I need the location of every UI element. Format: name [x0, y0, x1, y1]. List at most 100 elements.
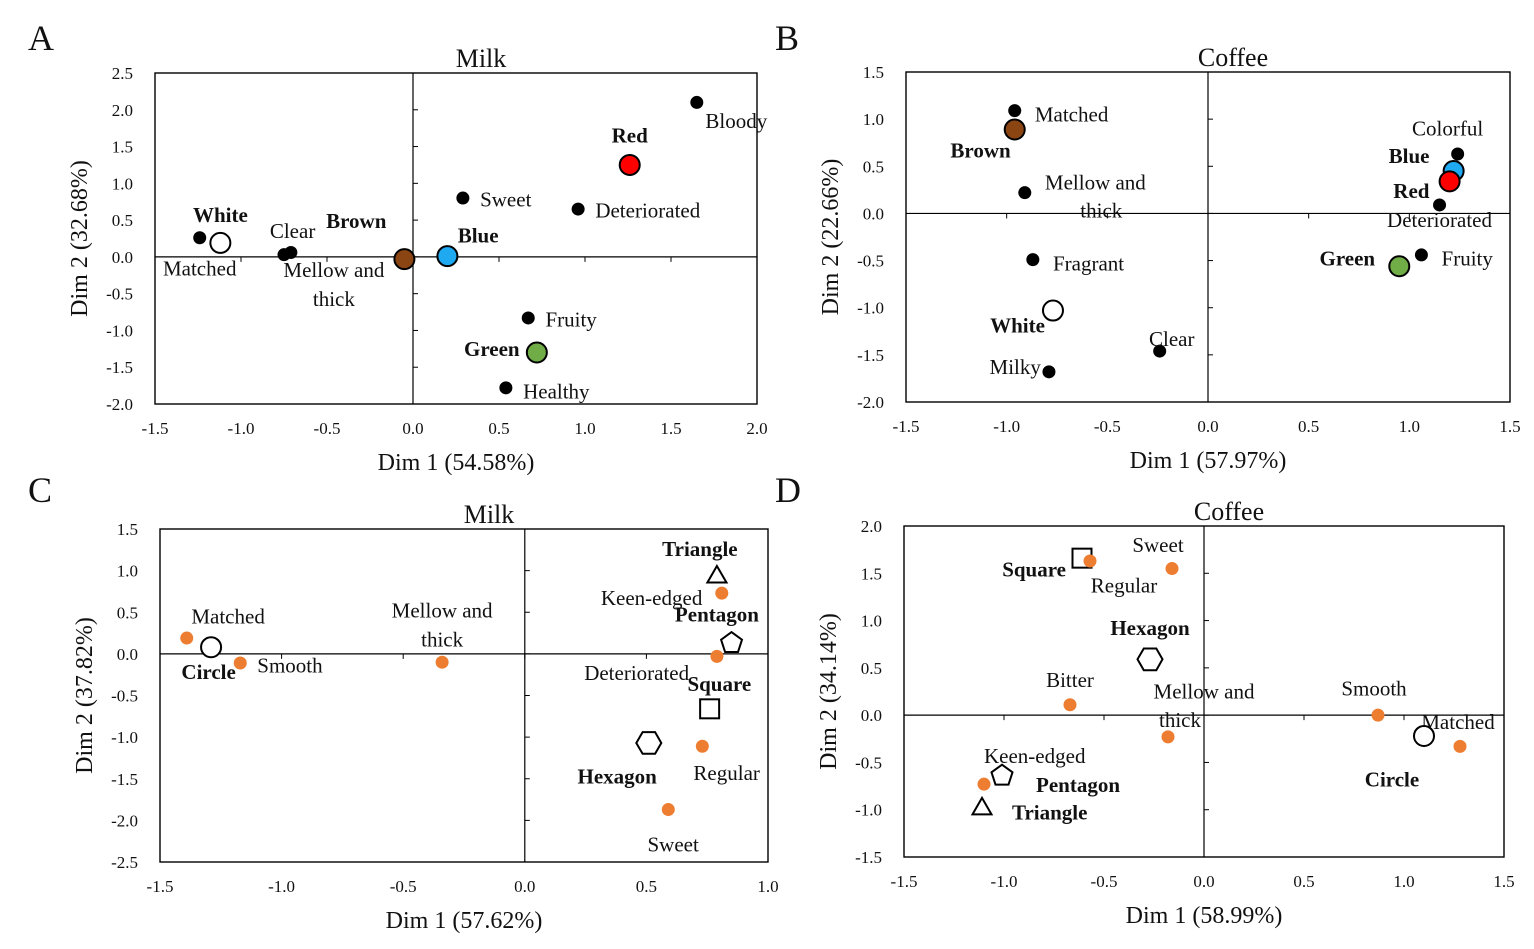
point-pentagon-marker — [719, 630, 744, 653]
point-fruity-label: Fruity — [545, 307, 597, 331]
point-thick-label: thick — [1080, 199, 1122, 223]
point-keen-edged-label: Keen-edged — [601, 586, 703, 610]
y-tick-label: 0.5 — [117, 603, 138, 622]
point-hexagon-marker — [635, 731, 663, 755]
x-tick-label: 1.0 — [574, 419, 595, 438]
y-tick-label: -0.5 — [111, 687, 138, 706]
point-colorful-label: Colorful — [1412, 117, 1483, 141]
point-bloody-marker — [690, 95, 704, 109]
y-tick-label: 0.0 — [117, 645, 138, 664]
point-clear-marker — [1153, 344, 1167, 358]
point-colorful-marker — [1451, 147, 1465, 161]
y-tick-label: -2.0 — [857, 393, 884, 412]
panel-letter: C — [28, 470, 52, 510]
x-tick-label: 0.5 — [1293, 872, 1314, 891]
point-sweet-label: Sweet — [480, 188, 531, 212]
point-pentagon-marker — [990, 763, 1014, 786]
x-axis-label: Dim 1 (57.97%) — [1130, 448, 1287, 474]
point-bloody-label: Bloody — [705, 109, 767, 133]
x-tick-label: -1.5 — [893, 417, 920, 436]
point-matched-label: Matched — [1035, 102, 1109, 126]
y-tick-label: 0.0 — [863, 204, 884, 223]
point-mellow-and-label: Mellow and — [392, 599, 493, 623]
point-white-marker — [1041, 299, 1064, 322]
point-matched-label: Matched — [163, 257, 237, 281]
point-regular-label: Regular — [693, 761, 759, 785]
x-tick-label: 0.5 — [1298, 417, 1319, 436]
point-matched-marker — [180, 631, 194, 645]
y-tick-label: 2.5 — [112, 64, 133, 83]
point-deteriorated-label: Deteriorated — [595, 199, 700, 223]
point-pentagon-label: Pentagon — [675, 603, 759, 627]
y-tick-label: 0.5 — [861, 659, 882, 678]
point-sweet-marker — [1083, 554, 1097, 568]
y-tick-label: -0.5 — [106, 285, 133, 304]
point-blue-marker — [436, 245, 459, 268]
x-axis-label: Dim 1 (54.58%) — [378, 450, 535, 476]
x-tick-label: 0.0 — [514, 877, 535, 896]
point-brown-label: Brown — [950, 138, 1011, 162]
y-tick-label: 1.5 — [112, 138, 133, 157]
x-tick-label: -1.0 — [993, 417, 1020, 436]
x-tick-label: -1.5 — [147, 877, 174, 896]
point-brown-marker — [1003, 118, 1026, 141]
point-keen-edged-marker — [977, 777, 991, 791]
x-tick-label: -1.0 — [268, 877, 295, 896]
point-deteriorated-marker — [710, 649, 724, 663]
y-tick-label: 0.5 — [863, 157, 884, 176]
y-tick-label: -2.0 — [111, 811, 138, 830]
point-white-label: White — [193, 203, 248, 227]
point-fruity-marker — [521, 311, 535, 325]
point-brown-label: Brown — [326, 209, 387, 233]
point-green-marker — [525, 341, 548, 364]
panel-letter: D — [775, 470, 801, 510]
y-tick-label: -1.0 — [106, 321, 133, 340]
y-tick-label: -1.0 — [857, 299, 884, 318]
point-red-marker — [1438, 170, 1461, 193]
x-tick-label: 1.0 — [1399, 417, 1420, 436]
x-tick-label: 0.5 — [636, 877, 657, 896]
y-tick-label: 2.0 — [861, 517, 882, 536]
y-axis-label: Dim 2 (34.14%) — [816, 613, 842, 770]
x-tick-label: 1.5 — [1499, 417, 1520, 436]
y-tick-label: 1.5 — [117, 520, 138, 539]
point-brown-marker — [393, 248, 416, 271]
point-clear-label: Clear — [1149, 327, 1194, 351]
x-tick-label: 1.5 — [1493, 872, 1514, 891]
point-red-marker — [618, 153, 641, 176]
y-axis-label: Dim 2 (22.66%) — [818, 159, 844, 316]
y-tick-label: -1.0 — [855, 801, 882, 820]
point-unlabeled-marker — [435, 655, 449, 669]
chart-title: Milk — [464, 500, 515, 529]
x-tick-label: 2.0 — [746, 419, 767, 438]
point-triangle-label: Triangle — [662, 537, 737, 561]
x-tick-label: -0.5 — [1091, 872, 1118, 891]
point-fragrant-label: Fragrant — [1053, 251, 1124, 275]
point-bitter-label: Bitter — [1046, 668, 1094, 692]
y-tick-label: -1.0 — [111, 728, 138, 747]
y-tick-label: -1.5 — [111, 770, 138, 789]
point-green-marker — [1388, 255, 1411, 278]
point-blue-label: Blue — [1389, 144, 1430, 168]
y-tick-label: -2.5 — [111, 853, 138, 872]
point-milky-marker — [1042, 365, 1056, 379]
point-blue-label: Blue — [458, 224, 499, 248]
point-sweet-marker — [661, 803, 675, 817]
point-green-label: Green — [464, 337, 520, 361]
point-circle-label: Circle — [181, 660, 235, 684]
y-tick-label: -1.5 — [855, 848, 882, 867]
y-axis-label: Dim 2 (32.68%) — [67, 160, 93, 317]
panel-letter: B — [775, 18, 799, 58]
point-hexagon-label: Hexagon — [1110, 616, 1190, 640]
point-unlabeled-marker — [1161, 730, 1175, 744]
y-tick-label: 0.5 — [112, 211, 133, 230]
y-axis-label: Dim 2 (37.82%) — [72, 617, 98, 774]
x-tick-label: 0.0 — [1197, 417, 1218, 436]
point-keen-edged-marker — [715, 586, 729, 600]
point-regular-marker — [695, 739, 709, 753]
y-tick-label: 2.0 — [112, 101, 133, 120]
point-sweet-marker — [456, 191, 470, 205]
point-healthy-label: Healthy — [523, 379, 590, 403]
point-sweet-label: Sweet — [1132, 533, 1183, 557]
